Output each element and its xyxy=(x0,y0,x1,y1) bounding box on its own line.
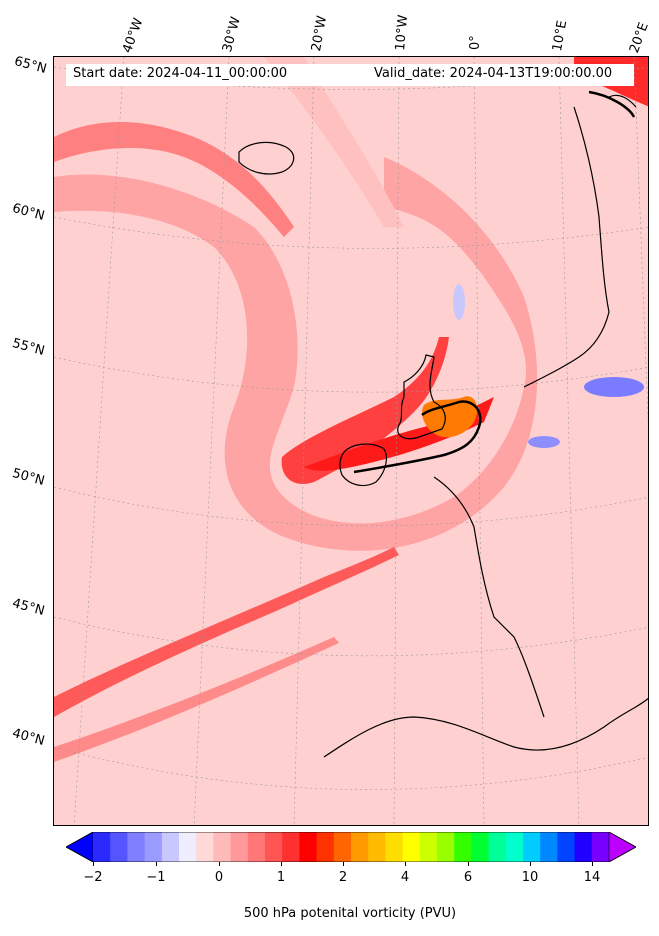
start-date-label: Start date: 2024-04-11_00:00:00 xyxy=(73,66,288,81)
colorbar-segment xyxy=(540,832,558,862)
header-box xyxy=(66,64,634,86)
coast-north-sea xyxy=(523,311,610,388)
colorbar-segment xyxy=(523,832,541,862)
cb-tick-label: 2 xyxy=(338,870,348,885)
cb-tickmark xyxy=(156,862,157,866)
pv-band-moderate xyxy=(54,157,538,551)
colorbar-segment xyxy=(471,832,490,862)
colorbar-segment xyxy=(368,832,386,862)
pv-contour-2pvu xyxy=(353,400,482,474)
map-panel xyxy=(53,56,649,826)
colorbar-segment xyxy=(179,832,197,862)
cb-tickmark xyxy=(592,862,593,866)
cb-tickmark xyxy=(530,862,531,866)
colorbar-segment xyxy=(110,832,128,862)
pv-streak-northwest xyxy=(54,122,294,237)
pv-jet-southwest xyxy=(54,547,399,717)
colorbar-segment xyxy=(454,832,472,862)
valid-date-label: Valid_date: 2024-04-13T19:00:00.00 xyxy=(374,66,613,81)
pv-negative-shetland xyxy=(453,284,465,320)
colorbar-extend-max xyxy=(608,831,637,863)
coast-iceland xyxy=(238,141,295,175)
colorbar-segment xyxy=(488,832,507,862)
colorbar-segment xyxy=(419,832,438,862)
lon-label-40w: 40°W xyxy=(120,16,147,56)
colorbar-segment xyxy=(93,832,111,862)
lat-label-65n: 65°N xyxy=(12,54,49,77)
colorbar xyxy=(65,831,637,863)
pv-trough-strong xyxy=(281,337,449,485)
coast-ireland xyxy=(339,443,387,487)
pv-field-map xyxy=(54,57,648,825)
cb-tickmark xyxy=(281,862,282,866)
pv-contour-2pvu-norway xyxy=(588,90,636,118)
colorbar-segment xyxy=(127,832,146,862)
lon-label-30w: 30°W xyxy=(220,15,244,54)
lat-label-55n: 55°N xyxy=(10,336,47,359)
cb-tick-label: 1 xyxy=(276,870,286,885)
colorbar-segment xyxy=(402,832,421,862)
cb-tickmark xyxy=(219,862,220,866)
colorbar-segment xyxy=(437,832,455,862)
colorbar-segment xyxy=(557,832,576,862)
cb-tickmark xyxy=(93,862,94,866)
colorbar-segment xyxy=(282,832,300,862)
pv-maximum xyxy=(421,396,478,438)
colorbar-segment xyxy=(333,832,352,862)
pv-band-light xyxy=(264,57,404,227)
colorbar-segment xyxy=(385,832,404,862)
colorbar-segment xyxy=(505,832,524,862)
colorbar-segment xyxy=(574,832,593,862)
colorbar-extend-min xyxy=(65,831,94,863)
coast-great-britain xyxy=(397,354,446,440)
colorbar-svg xyxy=(65,831,637,863)
cb-tick-label: 0 xyxy=(214,870,224,885)
colorbar-segment xyxy=(247,832,266,862)
pv-jet-southwest-secondary xyxy=(54,637,339,762)
pv-negative-denmark xyxy=(528,436,560,448)
cb-tickmark xyxy=(405,862,406,866)
lon-label-20e: 20°E xyxy=(627,20,652,56)
cb-tick-label: 6 xyxy=(463,870,473,885)
cb-tick-label: 14 xyxy=(583,870,601,885)
pv-negative-north-sea xyxy=(584,377,644,397)
coast-norway xyxy=(573,106,610,313)
coast-norway-north xyxy=(608,94,637,108)
coast-iberia-south xyxy=(323,697,648,758)
colorbar-segment xyxy=(299,832,318,862)
colorbar-segment xyxy=(144,832,163,862)
cb-tickmark xyxy=(468,862,469,866)
colorbar-segment xyxy=(230,832,249,862)
colorbar-segment xyxy=(265,832,283,862)
lat-label-60n: 60°N xyxy=(10,201,47,224)
colorbar-segment xyxy=(351,832,369,862)
graticule xyxy=(54,57,648,825)
colorbar-segment xyxy=(196,832,214,862)
coastlines xyxy=(238,94,648,758)
lon-label-20w: 20°W xyxy=(309,14,331,53)
lon-label-10e: 10°E xyxy=(550,19,571,53)
lat-label-50n: 50°N xyxy=(10,466,47,489)
colorbar-segment xyxy=(161,832,180,862)
lat-label-45n: 45°N xyxy=(10,596,47,619)
cb-tick-label: −1 xyxy=(146,870,166,885)
lon-label-0: 0° xyxy=(468,35,483,50)
cb-tickmark xyxy=(343,862,344,866)
lat-label-40n: 40°N xyxy=(10,726,47,749)
cb-tick-label: 4 xyxy=(400,870,410,885)
cb-tick-label: −2 xyxy=(83,870,103,885)
lon-label-10w: 10°W xyxy=(393,14,412,52)
coast-france-iberia xyxy=(433,476,545,718)
colorbar-segment xyxy=(213,832,232,862)
cb-tick-label: 10 xyxy=(521,870,539,885)
colorbar-title: 500 hPa potenital vorticity (PVU) xyxy=(243,906,457,921)
colorbar-segment xyxy=(591,832,610,862)
colorbar-segment xyxy=(316,832,335,862)
